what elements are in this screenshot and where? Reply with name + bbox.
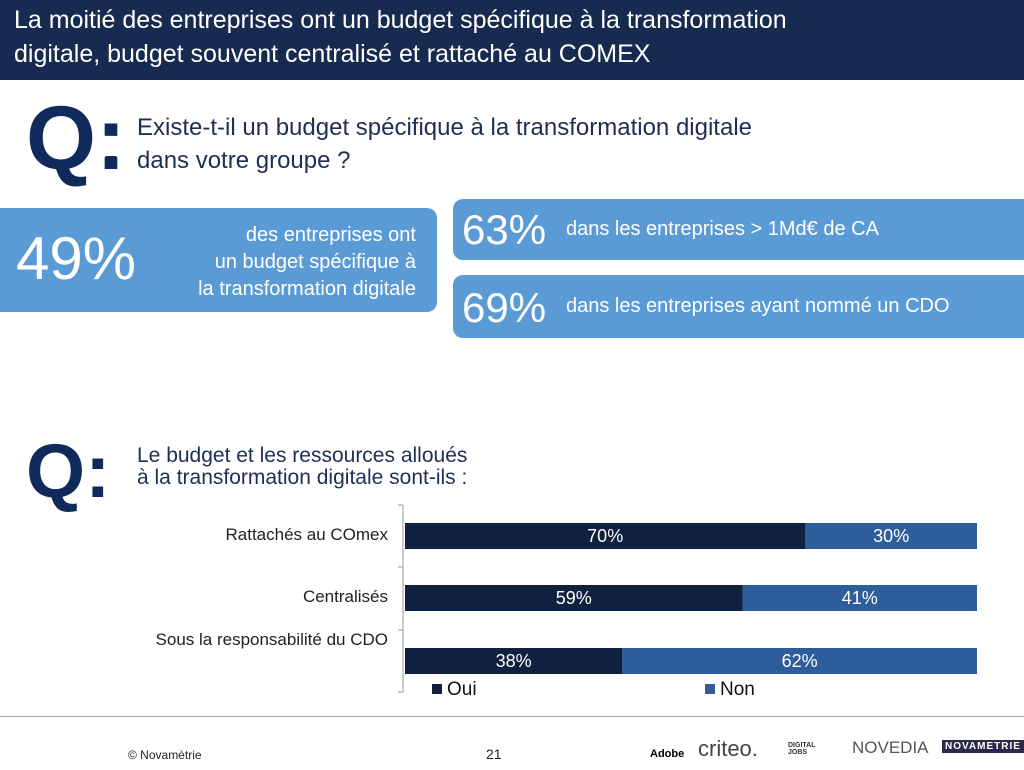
value-label: 70% bbox=[587, 526, 623, 546]
legend-swatch bbox=[705, 684, 715, 694]
title: digitale, budget souvent centralisé et r… bbox=[14, 40, 651, 68]
stat-box bbox=[453, 199, 1024, 260]
stat-text: dans les entreprises ayant nommé un CDO bbox=[566, 295, 950, 317]
category-label: Sous la responsabilité du CDO bbox=[155, 630, 388, 649]
legend-swatch bbox=[432, 684, 442, 694]
bullet bbox=[106, 124, 116, 134]
logo: NOVEDIA bbox=[852, 738, 929, 757]
question: Existe-t-il un budget spécifique à la tr… bbox=[137, 114, 752, 141]
bar-segment bbox=[405, 523, 806, 549]
value-label: 59% bbox=[556, 588, 592, 608]
value-label: 38% bbox=[496, 651, 532, 671]
logo: DIGITAL JOBS bbox=[788, 742, 816, 756]
stat-line: des entreprises ont bbox=[245, 224, 416, 246]
footer-rule bbox=[0, 716, 1024, 717]
q-label: Q: bbox=[26, 429, 111, 514]
category-label: Rattachés au COmex bbox=[225, 525, 388, 544]
stat-value: 69% bbox=[462, 284, 547, 331]
stat-box bbox=[0, 208, 437, 312]
stat-line: un budget spécifique à bbox=[214, 251, 416, 273]
q-label: Q: bbox=[26, 89, 126, 189]
logo: NOVAMETRIE bbox=[942, 740, 1024, 753]
header-bar bbox=[0, 0, 1024, 80]
stat-line: la transformation digitale bbox=[198, 278, 416, 300]
question: dans votre groupe ? bbox=[137, 147, 351, 174]
value-label: 30% bbox=[873, 526, 909, 546]
title: La moitié des entreprises ont un budget … bbox=[14, 6, 787, 34]
question: Le budget et les ressources alloués à la… bbox=[137, 445, 467, 489]
value-label: 41% bbox=[842, 588, 878, 608]
legend-label: Oui bbox=[447, 679, 477, 700]
logo: criteo. bbox=[698, 736, 758, 761]
legend-label: Non bbox=[720, 679, 755, 700]
copyright: © Novamètrie bbox=[128, 748, 202, 762]
stat-text: dans les entreprises > 1Md€ de CA bbox=[566, 218, 879, 240]
stat-box bbox=[453, 275, 1024, 338]
stat-value: 49% bbox=[16, 225, 137, 292]
bullet bbox=[106, 156, 116, 166]
question-line: à la transformation digitale sont-ils : bbox=[137, 466, 468, 489]
value-label: 62% bbox=[782, 651, 818, 671]
stat-value: 63% bbox=[462, 206, 547, 253]
bar-segment bbox=[622, 648, 977, 674]
logo: Adobe bbox=[650, 748, 685, 760]
question-line: Le budget et les ressources alloués bbox=[137, 444, 468, 467]
bar-segment bbox=[405, 648, 623, 674]
category-label: Centralisés bbox=[302, 587, 388, 606]
stat-text: des entreprises ont un budget spécifique… bbox=[198, 222, 416, 303]
bar-segment bbox=[405, 585, 743, 611]
page-number: 21 bbox=[486, 746, 502, 762]
bar-segment bbox=[805, 523, 977, 549]
bar-segment bbox=[742, 585, 977, 611]
